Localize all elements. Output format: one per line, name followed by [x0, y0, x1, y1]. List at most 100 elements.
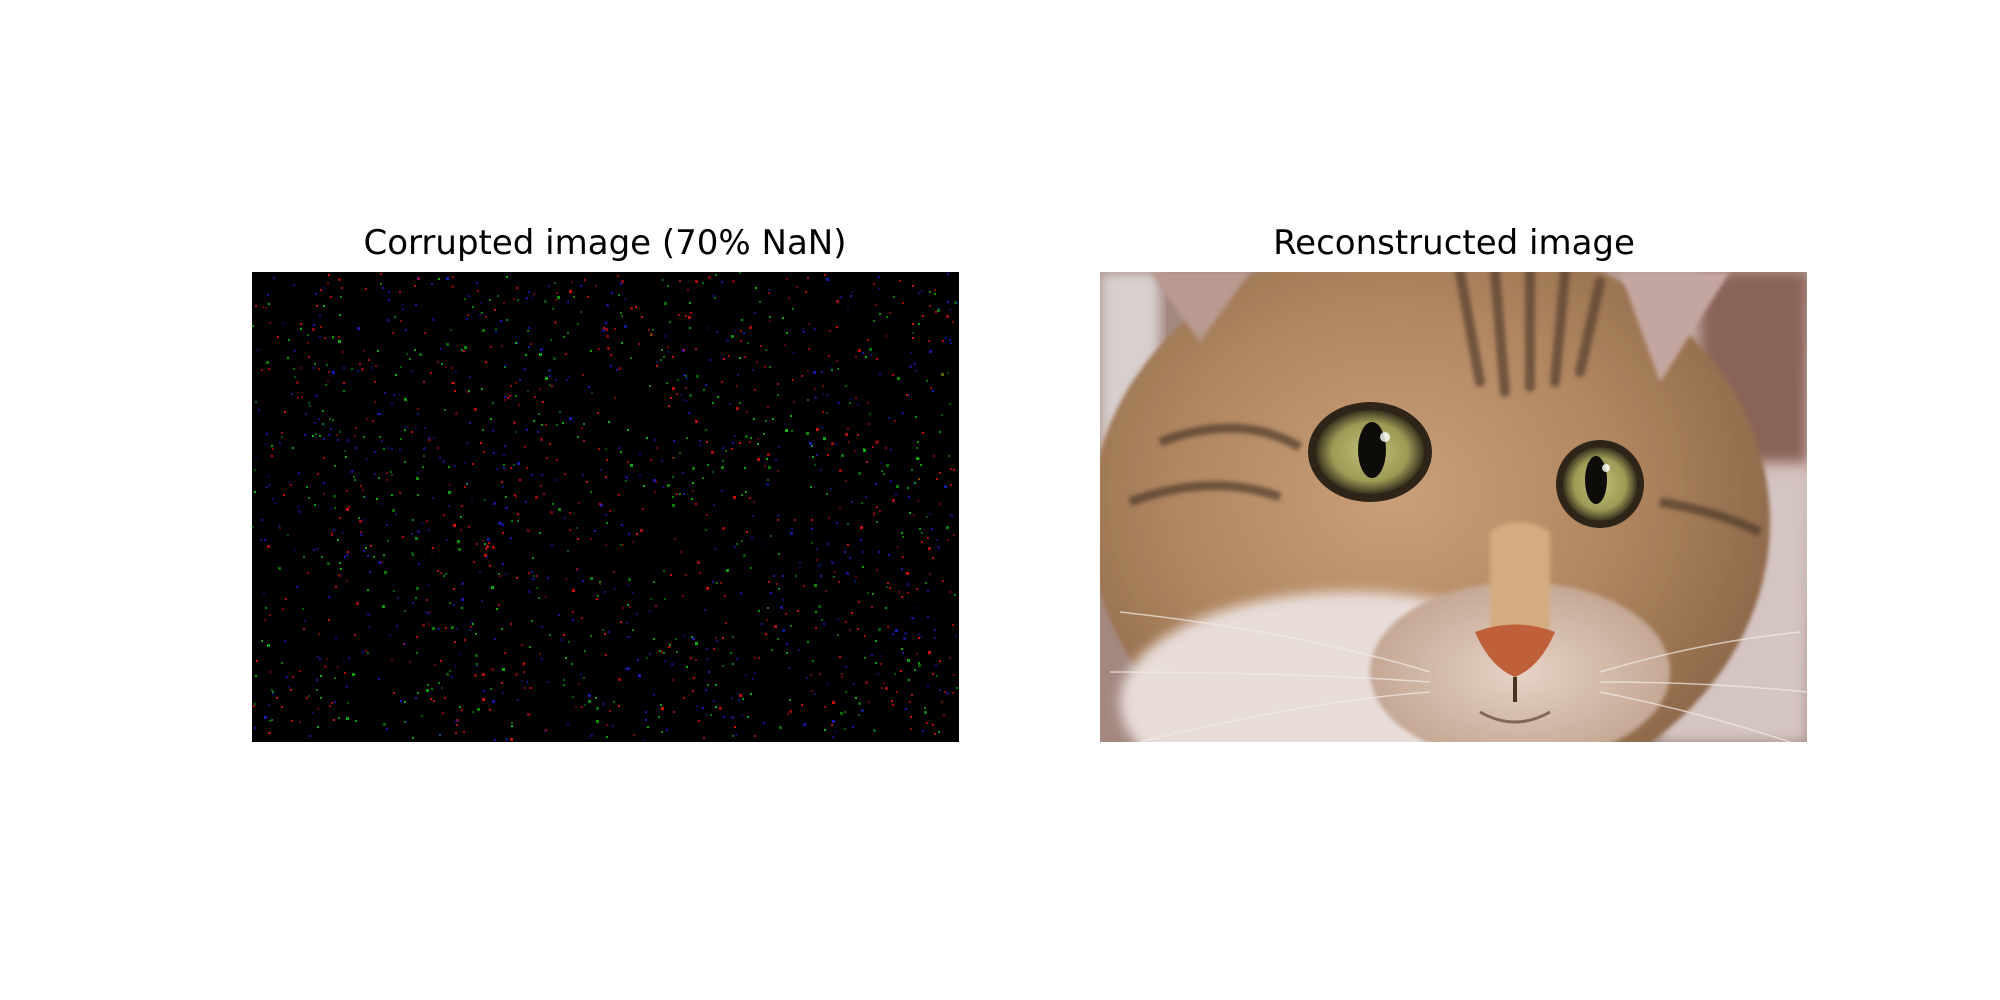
noise-pixel — [357, 327, 360, 330]
noise-pixel — [361, 368, 364, 371]
noise-pixel — [469, 422, 471, 424]
noise-pixel — [254, 727, 256, 729]
forehead-stripes — [1455, 272, 1605, 397]
noise-pixel — [316, 437, 318, 439]
noise-pixel — [627, 429, 629, 431]
noise-pixel — [400, 320, 402, 322]
noise-pixel — [563, 679, 565, 681]
noise-pixel — [401, 304, 403, 306]
noise-pixel — [595, 285, 597, 287]
noise-pixel — [712, 581, 714, 583]
noise-pixel — [430, 372, 432, 374]
noise-pixel — [549, 369, 551, 371]
noise-pixel — [587, 296, 589, 298]
noise-pixel — [767, 406, 769, 408]
noise-pixel — [545, 424, 547, 426]
noise-pixel — [416, 477, 419, 480]
noise-pixel — [841, 673, 843, 675]
noise-pixel — [810, 486, 812, 488]
noise-pixel — [363, 496, 365, 498]
noise-pixel — [900, 670, 902, 672]
noise-pixel — [404, 721, 406, 723]
noise-pixel — [439, 734, 441, 736]
noise-pixel — [927, 590, 929, 592]
noise-pixel — [632, 629, 634, 631]
noise-pixel — [835, 443, 837, 445]
noise-pixel — [646, 657, 648, 659]
noise-pixel — [836, 522, 838, 524]
noise-pixel — [590, 538, 592, 540]
noise-pixel — [954, 594, 956, 596]
noise-pixel — [845, 385, 847, 387]
noise-pixel — [301, 396, 303, 398]
noise-pixel — [808, 323, 810, 325]
noise-pixel — [411, 370, 413, 372]
noise-pixel — [430, 698, 432, 700]
noise-pixel — [540, 485, 542, 487]
noise-pixel — [308, 695, 310, 697]
noise-pixel — [721, 354, 723, 356]
noise-pixel — [840, 712, 843, 715]
noise-pixel — [493, 452, 495, 454]
noise-pixel — [839, 507, 841, 509]
noise-pixel — [306, 697, 308, 699]
noise-pixel — [956, 302, 958, 304]
noise-pixel — [946, 526, 949, 529]
noise-pixel — [750, 437, 752, 439]
noise-pixel — [925, 582, 927, 584]
noise-pixel — [481, 312, 483, 314]
noise-pixel — [290, 484, 292, 486]
noise-pixel — [664, 335, 666, 337]
noise-pixel — [863, 449, 866, 452]
noise-pixel — [421, 522, 423, 524]
noise-pixel — [677, 379, 679, 381]
noise-pixel — [922, 315, 924, 317]
noise-pixel — [552, 503, 554, 505]
noise-pixel — [343, 390, 345, 392]
noise-pixel — [950, 342, 952, 344]
noise-pixel — [605, 544, 607, 546]
noise-pixel — [823, 623, 825, 625]
noise-pixel — [314, 422, 316, 424]
noise-pixel — [464, 298, 466, 300]
noise-pixel — [780, 606, 783, 609]
noise-pixel — [666, 729, 668, 731]
noise-pixel — [606, 522, 608, 524]
noise-pixel — [506, 276, 508, 278]
noise-pixel — [324, 337, 326, 339]
noise-pixel — [832, 736, 834, 738]
noise-pixel — [480, 302, 482, 304]
noise-pixel — [505, 496, 507, 498]
noise-pixel — [682, 472, 684, 474]
noise-pixel — [543, 493, 545, 495]
noise-pixel — [858, 472, 861, 475]
noise-pixel — [304, 434, 306, 436]
noise-pixel — [609, 710, 611, 712]
noise-pixel — [345, 456, 347, 458]
noise-pixel — [721, 381, 723, 383]
noise-pixel — [527, 390, 529, 392]
noise-pixel — [902, 652, 904, 654]
noise-pixel — [300, 367, 302, 369]
noise-pixel — [495, 328, 497, 330]
noise-pixel — [937, 546, 940, 549]
noise-pixel — [771, 649, 773, 651]
noise-pixel — [786, 652, 788, 654]
noise-pixel — [412, 554, 414, 556]
noise-pixel — [527, 330, 529, 332]
noise-pixel — [650, 459, 652, 461]
noise-pixel — [303, 628, 305, 630]
noise-pixel — [737, 693, 739, 695]
noise-pixel — [871, 606, 873, 608]
noise-pixel — [789, 699, 791, 701]
noise-pixel — [479, 314, 481, 316]
noise-pixel — [366, 458, 368, 460]
noise-pixel — [432, 318, 435, 321]
noise-pixel — [608, 631, 610, 633]
noise-pixel — [942, 580, 944, 582]
noise-pixel — [721, 490, 723, 492]
noise-pixel — [867, 339, 869, 341]
noise-pixel — [338, 278, 341, 281]
noise-pixel — [786, 643, 788, 645]
noise-pixel — [670, 397, 672, 399]
